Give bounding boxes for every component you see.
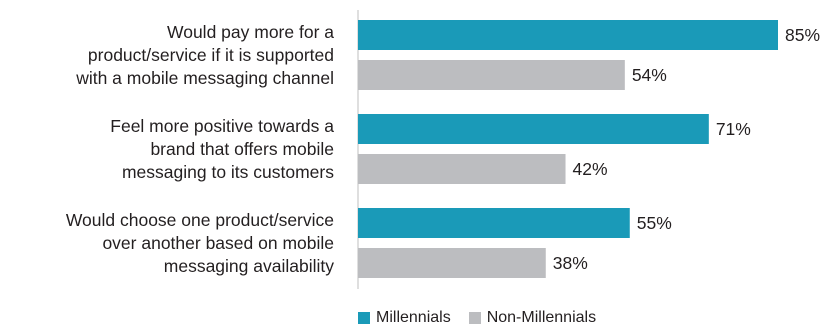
category-label-line: Would choose one product/service — [65, 209, 334, 230]
category-label-line: brand that offers mobile — [150, 138, 334, 159]
data-label-non-millennials-2: 42% — [573, 159, 608, 179]
category-label-line: over another based on mobile — [102, 232, 334, 253]
data-label-millennials-2: 71% — [716, 119, 751, 139]
legend-label-millennials: Millennials — [376, 309, 451, 326]
data-label-non-millennials-3: 38% — [553, 253, 588, 273]
bar-non-millennials-3 — [358, 248, 546, 278]
bar-non-millennials-2 — [358, 154, 566, 184]
data-label-millennials-1: 85% — [785, 25, 820, 45]
data-label-millennials-3: 55% — [637, 213, 672, 233]
bar-millennials-3 — [358, 208, 630, 238]
category-label-line: with a mobile messaging channel — [76, 67, 334, 88]
category-label-3: Would choose one product/service over ano… — [0, 209, 334, 278]
bar-non-millennials-1 — [358, 60, 625, 90]
category-label-line: Would pay more for a — [167, 21, 334, 42]
legend-item-non-millennials: Non-Millennials — [468, 309, 597, 327]
bar-millennials-1 — [358, 20, 778, 50]
legend-label-non-millennials: Non-Millennials — [486, 309, 597, 326]
category-label-line: messaging to its customers — [121, 161, 334, 182]
category-label-2: Feel more positive towards a brand that o… — [0, 115, 334, 184]
data-label-non-millennials-1: 54% — [632, 65, 667, 85]
category-label-line: product/service if it is supported — [87, 44, 334, 65]
bar-millennials-2 — [358, 114, 709, 144]
category-label-line: messaging availability — [163, 255, 334, 276]
legend-item-millennials: Millennials — [358, 309, 451, 327]
category-label-line: Feel more positive towards a — [110, 115, 334, 136]
legend-swatch-millennials — [358, 312, 370, 324]
category-label-1: Would pay more for a product/service if i… — [0, 21, 334, 90]
legend-swatch-non-millennials — [468, 312, 481, 324]
legend: Millennials Non-Millennials — [358, 309, 614, 327]
